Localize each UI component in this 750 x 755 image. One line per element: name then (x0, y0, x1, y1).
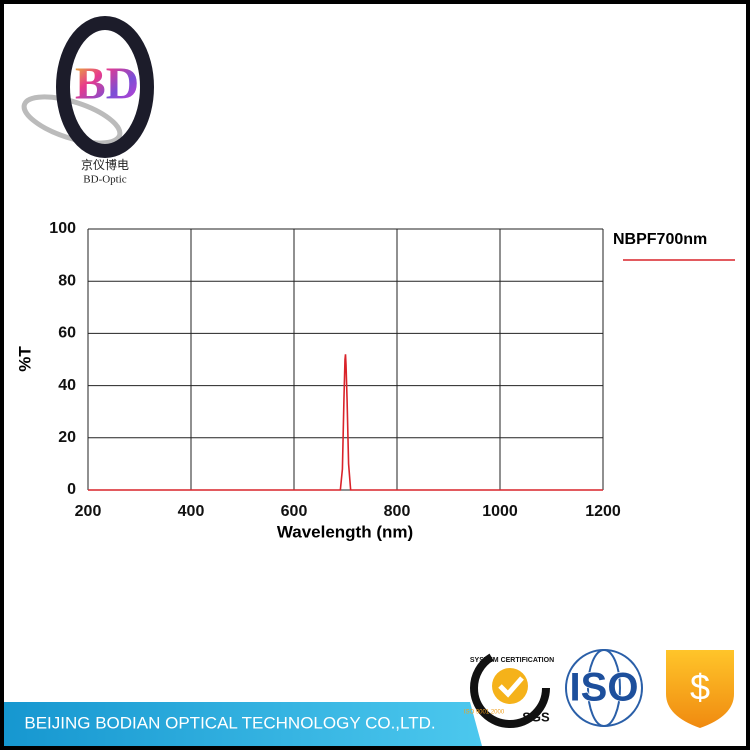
y-tick-label: 0 (67, 481, 76, 498)
y-tick-label: 20 (58, 429, 76, 446)
sgs-check (498, 676, 524, 698)
shield (666, 650, 734, 728)
badge-text: SGS (522, 709, 550, 724)
series-line (88, 354, 603, 491)
logo-name: BD-Optic (83, 174, 127, 186)
x-tick-label: 800 (384, 503, 411, 520)
logo-ring (56, 16, 154, 158)
sgs-check-bg (492, 668, 528, 704)
x-tick-label: 200 (75, 503, 102, 520)
x-axis-label: Wavelength (nm) (277, 522, 413, 541)
logo-chinese: 京仪博电 (81, 157, 129, 172)
y-tick-label: 40 (58, 377, 76, 394)
y-tick-label: 100 (49, 220, 76, 237)
y-axis-label: %T (15, 346, 34, 372)
x-tick-label: 1200 (585, 503, 621, 520)
x-tick-label: 400 (178, 503, 205, 520)
y-tick-label: 80 (58, 272, 76, 289)
company-name: BEIJING BODIAN OPTICAL TECHNOLOGY CO.,LT… (24, 713, 435, 732)
footer-banner (4, 702, 482, 746)
badge-text: SYSTEM CERTIFICATION (470, 657, 554, 664)
logo-mark: BD (75, 58, 139, 109)
y-tick-label: 60 (58, 325, 76, 342)
x-tick-label: 1000 (482, 503, 518, 520)
x-tick-label: 600 (281, 503, 308, 520)
logo-swoosh (21, 94, 123, 146)
legend-label: NBPF700nm (613, 231, 707, 248)
iso-globe-line (587, 649, 621, 727)
logo: BD 京仪博电 BD-Optic (21, 16, 154, 186)
footer: BEIJING BODIAN OPTICAL TECHNOLOGY CO.,LT… (4, 648, 734, 746)
badge-text: ISO (570, 666, 639, 710)
badge-text: ISO 9001 2000 (464, 710, 505, 716)
badge-text: $ (690, 667, 710, 708)
sgs-ring (470, 648, 550, 728)
